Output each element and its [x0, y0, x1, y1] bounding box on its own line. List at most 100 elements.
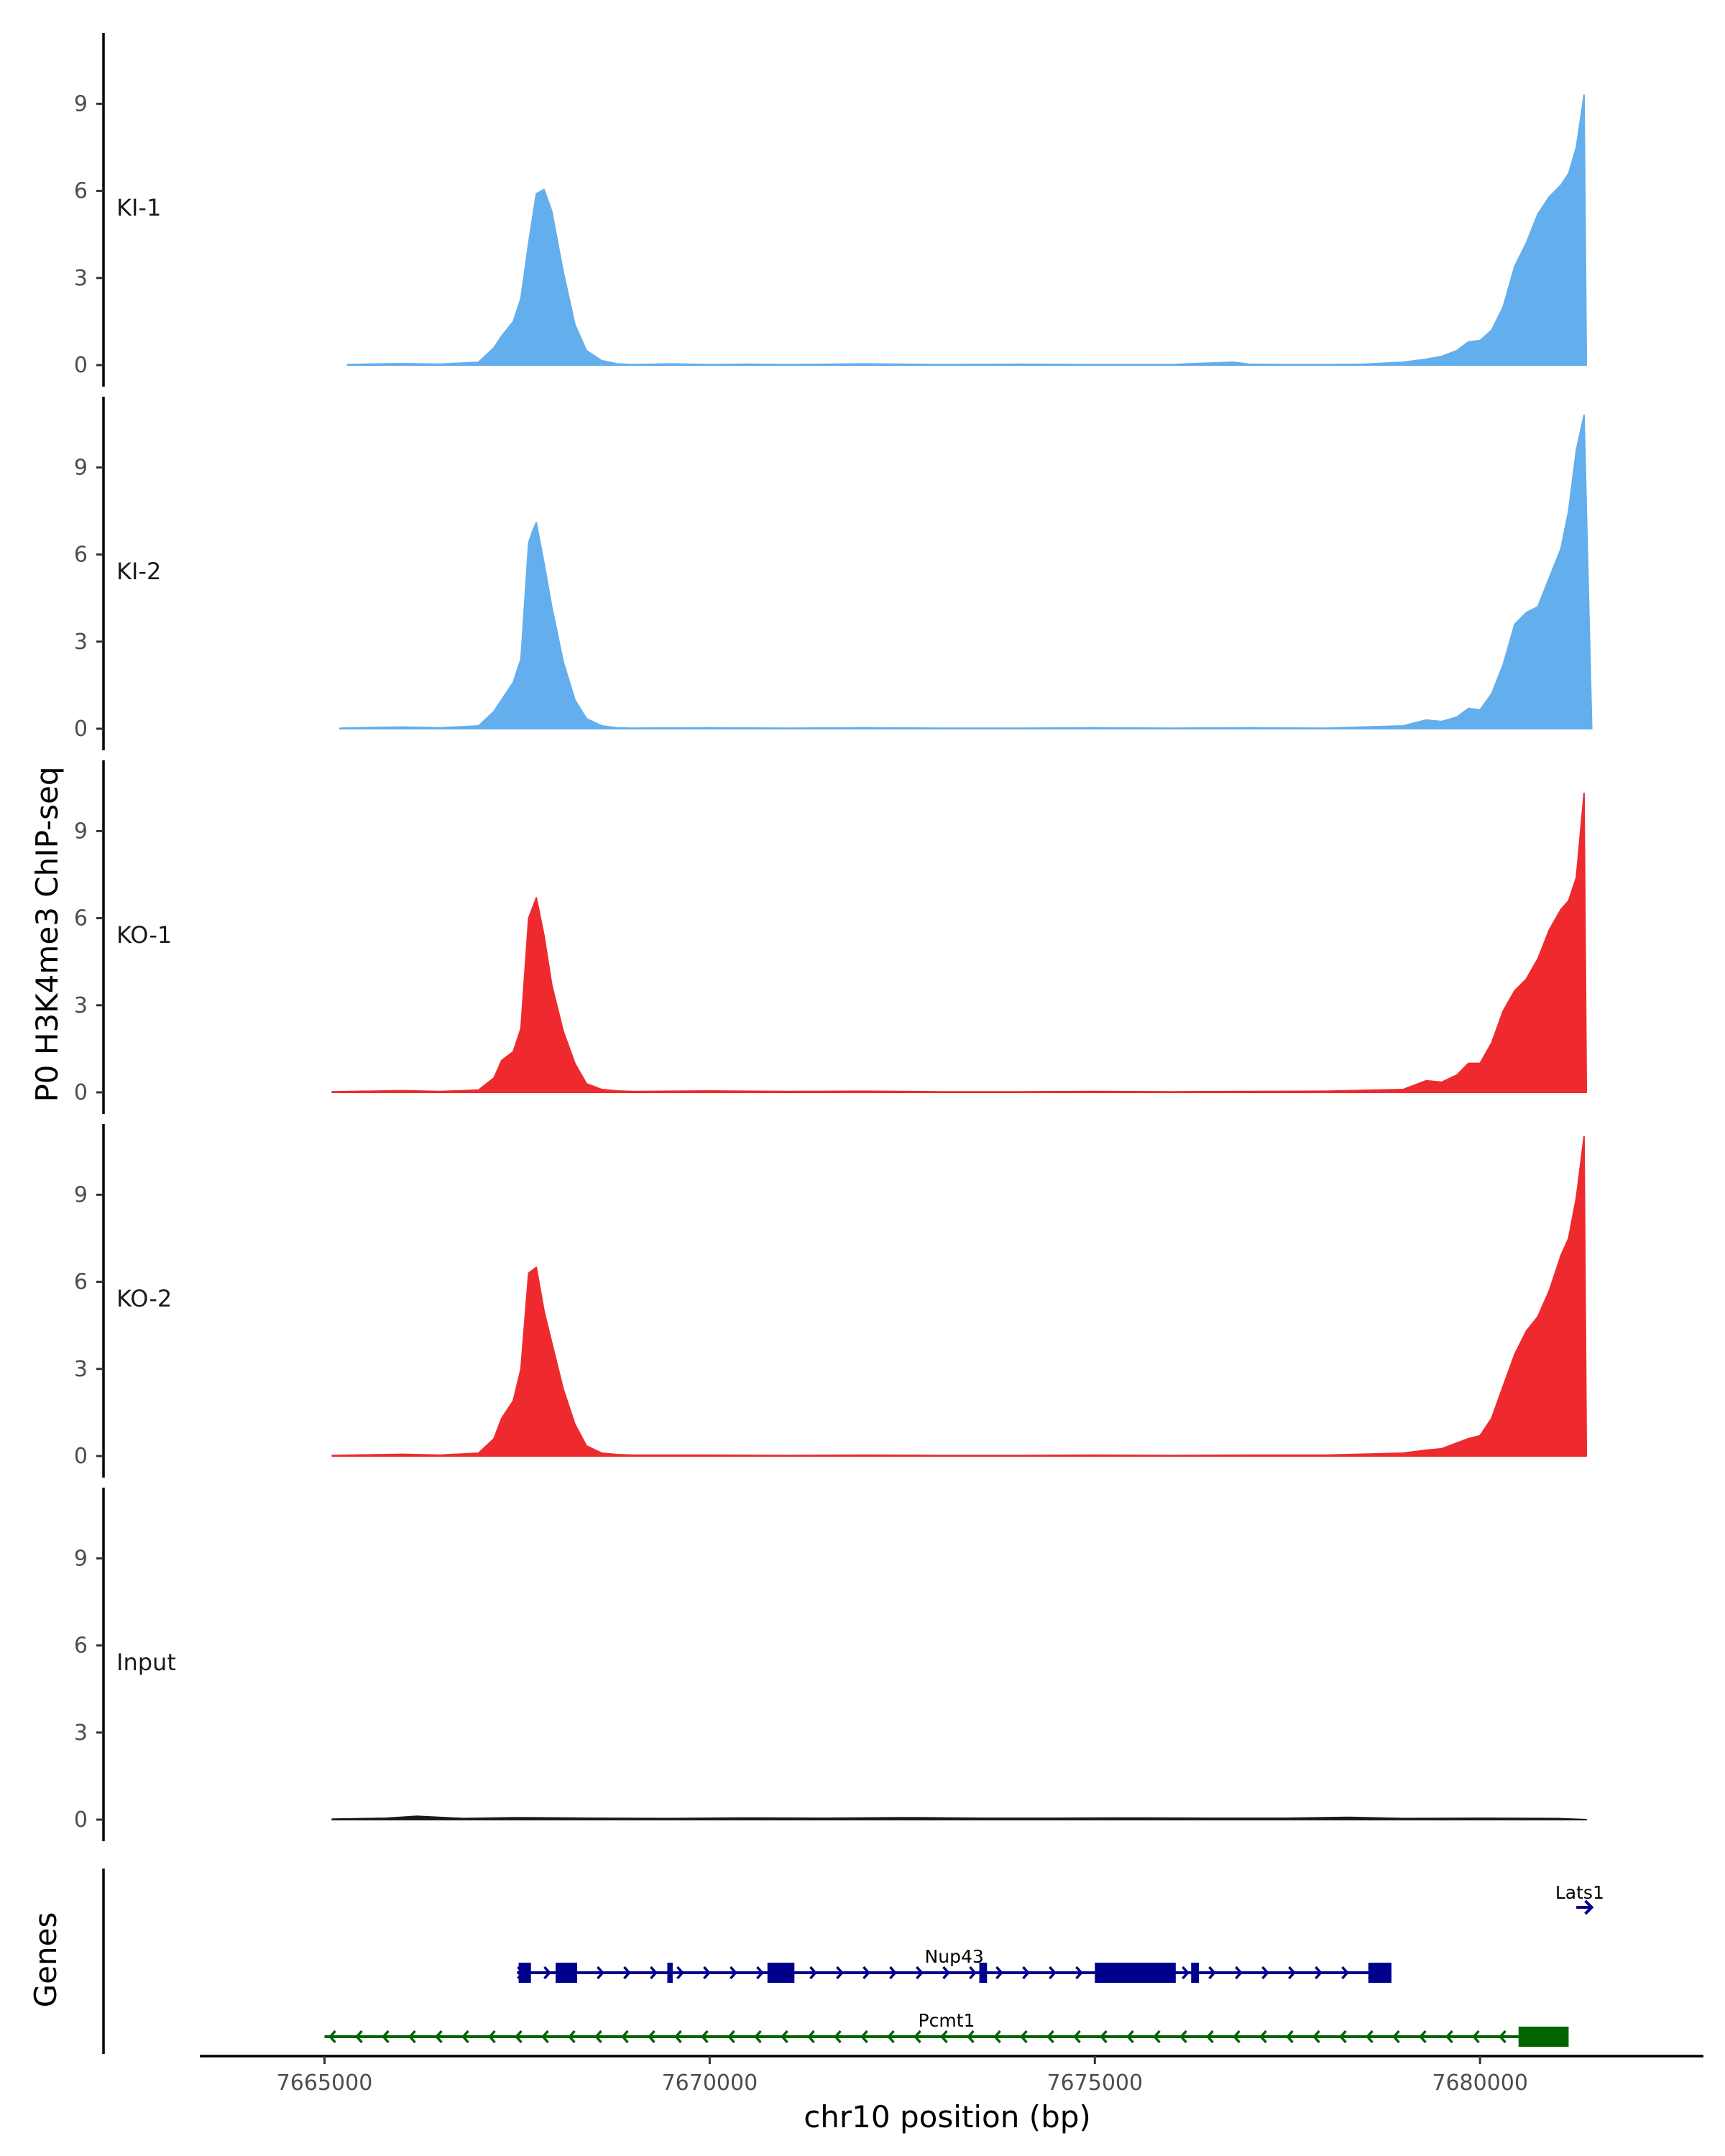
strand-arrow — [942, 1966, 950, 1980]
y-tick-label: 3 — [74, 266, 88, 291]
strand-arrow — [597, 1966, 604, 1980]
strand-arrow — [916, 1966, 924, 1980]
strand-arrow — [807, 2030, 815, 2044]
strand-arrow — [1126, 2030, 1134, 2044]
x-tick-label: 7675000 — [1046, 2070, 1143, 2096]
strand-arrow — [914, 2030, 921, 2044]
exon — [667, 1963, 673, 1983]
strand-arrow — [543, 1966, 551, 1980]
strand-arrow — [1206, 2030, 1214, 2044]
strand-arrow — [674, 2030, 682, 2044]
strand-arrow — [993, 2030, 1001, 2044]
strand-arrow — [1233, 2030, 1241, 2044]
strand-arrow — [1341, 1966, 1349, 1980]
strand-arrow — [1049, 1966, 1057, 1980]
strand-arrow — [889, 1966, 897, 1980]
track-label: KI-1 — [116, 194, 161, 221]
signal-area-ki-1 — [346, 94, 1588, 366]
exon — [518, 1963, 531, 1983]
gene-annotation-track: Nup43 Pcmt1 Lats1 — [102, 1869, 1604, 2054]
strand-arrow — [488, 2030, 496, 2044]
x-tick-label: 7665000 — [277, 2070, 373, 2096]
exon — [979, 1963, 988, 1983]
strand-arrow — [1153, 2030, 1161, 2044]
y-tick-label: 0 — [74, 1080, 88, 1105]
exon — [767, 1963, 795, 1983]
strand-arrow — [648, 2030, 656, 2044]
strand-arrow — [995, 1966, 1003, 1980]
strand-arrow — [1312, 2030, 1320, 2044]
strand-arrow — [703, 1966, 711, 1980]
track-label: KO-1 — [116, 921, 172, 949]
strand-arrow — [408, 2030, 416, 2044]
strand-arrow — [328, 2030, 336, 2044]
y-tick-label: 0 — [74, 1444, 88, 1469]
strand-arrow — [1020, 2030, 1028, 2044]
genes-track-title: Genes — [28, 1912, 63, 2008]
track-ki-2: 0 3 6 9 KI-2 — [74, 397, 1593, 750]
strand-arrow — [1259, 2030, 1267, 2044]
y-tick-label: 3 — [74, 993, 88, 1018]
y-tick-label: 9 — [74, 819, 88, 844]
y-tick-label: 9 — [74, 1182, 88, 1207]
strand-arrow — [1261, 1966, 1269, 1980]
track-ko-1: 0 3 6 9 KO-1 — [74, 760, 1588, 1114]
y-tick-label: 6 — [74, 1634, 88, 1659]
y-tick-label: 3 — [74, 1720, 88, 1746]
strand-arrow — [1472, 2030, 1480, 2044]
gene-label: Nup43 — [925, 1946, 984, 1967]
y-tick-label: 6 — [74, 906, 88, 931]
y-tick-label: 9 — [74, 91, 88, 116]
x-axis-title: chr10 position (bp) — [804, 2099, 1091, 2134]
exon — [1095, 1963, 1176, 1983]
strand-arrow — [862, 1966, 870, 1980]
y-axis-title: P0 H3K4me3 ChIP-seq — [29, 766, 65, 1102]
gene-lats1: Lats1 — [1555, 1882, 1604, 1915]
y-tick-label: 9 — [74, 455, 88, 480]
strand-arrow — [1499, 2030, 1506, 2044]
strand-arrow — [1073, 2030, 1081, 2044]
strand-arrow — [1366, 2030, 1374, 2044]
exon — [556, 1963, 578, 1983]
track-label: KO-2 — [116, 1285, 172, 1312]
strand-arrow — [967, 2030, 975, 2044]
strand-arrow — [1286, 2030, 1294, 2044]
exon — [1191, 1963, 1199, 1983]
y-tick-label: 0 — [74, 1807, 88, 1833]
strand-arrow — [1445, 2030, 1453, 2044]
x-tick-label: 7680000 — [1432, 2070, 1528, 2096]
strand-arrow — [887, 2030, 895, 2044]
signal-area-ko-2 — [331, 1135, 1588, 1457]
strand-arrow — [1392, 2030, 1400, 2044]
strand-arrow — [1100, 2030, 1108, 2044]
track-input: 0 3 6 9 Input — [74, 1488, 1588, 1841]
strand-arrow — [754, 2030, 762, 2044]
gene-pcmt1: Pcmt1 — [324, 2010, 1569, 2047]
strand-arrow — [1339, 2030, 1347, 2044]
signal-area-ko-1 — [331, 792, 1588, 1093]
strand-arrow — [676, 1966, 684, 1980]
strand-arrow — [834, 2030, 842, 2044]
strand-arrow — [1182, 1966, 1190, 1980]
strand-arrow — [623, 1966, 631, 1980]
y-tick-label: 3 — [74, 1357, 88, 1382]
track-label: KI-2 — [116, 558, 161, 585]
strand-arrow — [461, 2030, 469, 2044]
strand-arrow — [1046, 2030, 1054, 2044]
signal-area-ki-2 — [339, 414, 1593, 729]
strand-arrow — [594, 2030, 602, 2044]
gene-label: Pcmt1 — [919, 2010, 975, 2031]
strand-arrow — [435, 2030, 443, 2044]
strand-arrow — [568, 2030, 576, 2044]
strand-arrow — [650, 1966, 658, 1980]
strand-arrow — [1419, 2030, 1427, 2044]
strand-arrow — [1179, 2030, 1187, 2044]
strand-arrow — [1584, 1899, 1594, 1915]
strand-arrow — [1075, 1966, 1083, 1980]
x-axis: 7665000 7670000 7675000 7680000 — [200, 2055, 1703, 2096]
strand-arrow — [1288, 1966, 1296, 1980]
exon — [1518, 2027, 1569, 2047]
track-ki-1: 0 3 6 9 KI-1 — [74, 33, 1588, 387]
strand-arrow — [836, 1966, 844, 1980]
